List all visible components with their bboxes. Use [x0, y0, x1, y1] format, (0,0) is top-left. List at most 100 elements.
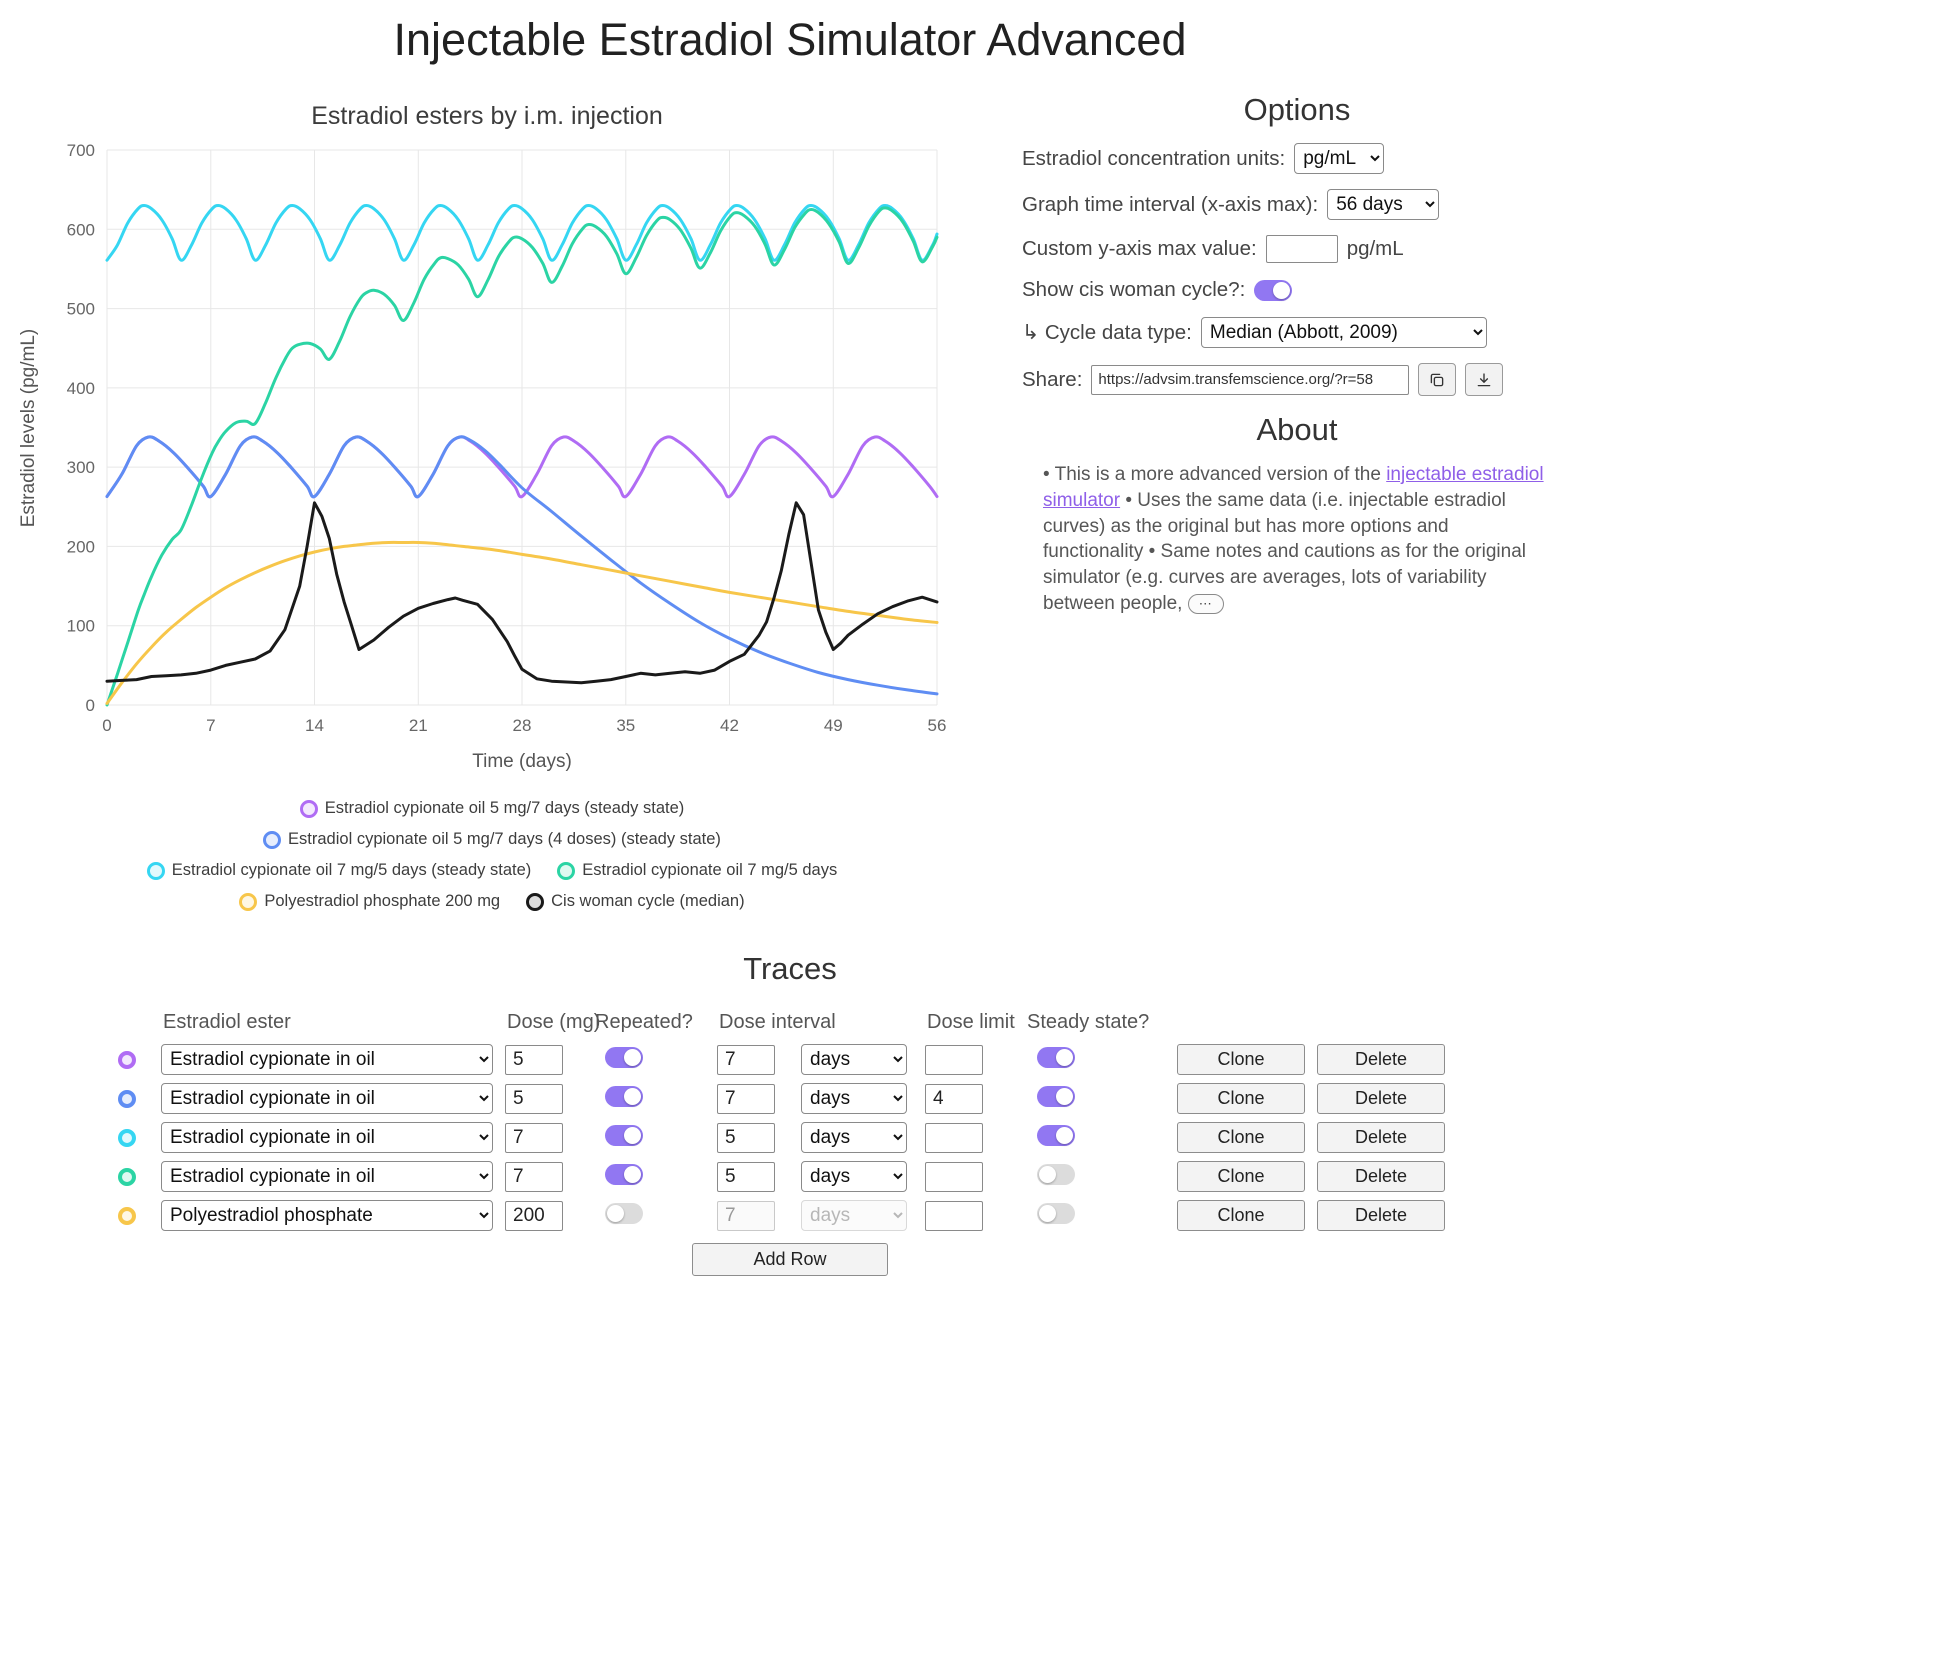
repeated-toggle[interactable] — [605, 1046, 643, 1068]
steady-state-toggle[interactable] — [1037, 1202, 1075, 1224]
interval-unit-select[interactable]: days — [801, 1044, 907, 1075]
legend-item[interactable]: Polyestradiol phosphate 200 mg — [239, 892, 500, 911]
delete-button[interactable]: Delete — [1317, 1200, 1445, 1231]
ymax-input[interactable] — [1265, 235, 1338, 263]
dose-limit-input[interactable] — [925, 1200, 983, 1231]
y-tick-label: 400 — [67, 379, 95, 398]
col-header-interval: Dose interval — [719, 1011, 836, 1033]
about-text: • This is a more advanced version of the… — [1043, 462, 1551, 617]
interval-unit-select[interactable]: days — [801, 1083, 907, 1114]
trace-color-dot — [118, 1050, 136, 1069]
interval-input[interactable] — [717, 1044, 775, 1075]
units-select[interactable]: pg/mL — [1294, 143, 1385, 174]
delete-button[interactable]: Delete — [1317, 1044, 1445, 1075]
y-tick-label: 600 — [67, 220, 95, 239]
repeated-toggle[interactable] — [605, 1202, 643, 1224]
dose-limit-input[interactable] — [925, 1122, 983, 1153]
delete-button[interactable]: Delete — [1317, 1122, 1445, 1153]
legend-item[interactable]: Estradiol cypionate oil 7 mg/5 days — [557, 861, 837, 880]
clone-button[interactable]: Clone — [1177, 1083, 1305, 1114]
toggle-knob — [624, 1087, 641, 1105]
interval-input[interactable] — [717, 1200, 775, 1231]
repeated-toggle[interactable] — [605, 1163, 643, 1185]
option-row-units: Estradiol concentration units: pg/mL — [1022, 143, 1572, 174]
interval-unit-select[interactable]: days — [801, 1122, 907, 1153]
clone-button[interactable]: Clone — [1177, 1200, 1305, 1231]
interval-input[interactable] — [717, 1083, 775, 1114]
trace-color-dot — [118, 1167, 136, 1186]
repeated-toggle[interactable] — [605, 1124, 643, 1146]
chart-title: Estradiol esters by i.m. injection — [311, 102, 663, 130]
cycle-type-label: ↳ Cycle data type: — [1022, 321, 1192, 344]
interval-unit-select[interactable]: days — [801, 1200, 907, 1231]
steady-state-toggle[interactable] — [1037, 1124, 1075, 1146]
clone-button[interactable]: Clone — [1177, 1122, 1305, 1153]
legend-label: Polyestradiol phosphate 200 mg — [264, 892, 501, 910]
expand-about-button[interactable]: ⋯ — [1187, 594, 1224, 615]
trace-row: Estradiol cypionate in oil days Clone De… — [105, 1083, 1580, 1114]
ester-select[interactable]: Estradiol cypionate in oil — [161, 1044, 493, 1075]
simulator-link[interactable]: injectable estradiol simulator — [1043, 464, 1544, 511]
series-line-4 — [105, 540, 939, 705]
option-row-cycle-type: ↳ Cycle data type: Median (Abbott, 2009) — [1022, 317, 1572, 348]
dose-limit-input[interactable] — [925, 1044, 983, 1075]
legend-item[interactable]: Estradiol cypionate oil 7 mg/5 days (ste… — [146, 861, 531, 880]
copy-link-button[interactable] — [1418, 363, 1457, 396]
ester-select[interactable]: Estradiol cypionate in oil — [161, 1083, 493, 1114]
ester-select[interactable]: Estradiol cypionate in oil — [161, 1122, 493, 1153]
traces-panel: Traces Estradiol ester Dose (mg) Repeate… — [0, 951, 1580, 1276]
dose-input[interactable] — [505, 1200, 563, 1231]
ester-select[interactable]: Estradiol cypionate in oil — [161, 1161, 493, 1192]
toggle-knob — [1273, 281, 1291, 299]
trace-row: Estradiol cypionate in oil days Clone De… — [105, 1044, 1580, 1075]
download-button[interactable] — [1465, 363, 1504, 396]
estradiol-chart[interactable]: 0 100 200 300 400 500 600 700 0 7 14 21 28 35 42 49 56 Ti… — [12, 135, 962, 783]
interval-input[interactable] — [717, 1122, 775, 1153]
options-panel: Options Estradiol concentration units: p… — [1012, 76, 1572, 617]
y-tick-label: 700 — [67, 141, 95, 160]
legend-item[interactable]: Cis woman cycle (median) — [526, 892, 745, 911]
share-url-input[interactable] — [1091, 364, 1410, 395]
interval-input[interactable] — [717, 1161, 775, 1192]
legend-item[interactable]: Estradiol cypionate oil 5 mg/7 days (ste… — [299, 799, 684, 818]
dose-input[interactable] — [505, 1083, 563, 1114]
steady-state-toggle[interactable] — [1037, 1085, 1075, 1107]
legend-marker — [299, 799, 318, 818]
legend-marker — [263, 830, 282, 849]
download-icon — [1478, 372, 1491, 386]
interval-unit-select[interactable]: days — [801, 1161, 907, 1192]
delete-button[interactable]: Delete — [1317, 1161, 1445, 1192]
repeated-cell — [593, 1163, 705, 1190]
toggle-knob — [1056, 1126, 1073, 1144]
legend-marker — [239, 892, 258, 911]
delete-button[interactable]: Delete — [1317, 1083, 1445, 1114]
col-header-repeated: Repeated? — [595, 1011, 693, 1033]
interval-cell — [717, 1083, 789, 1114]
cycle-type-select[interactable]: Median (Abbott, 2009) — [1200, 317, 1487, 348]
dose-cell — [505, 1161, 581, 1192]
dose-limit-input[interactable] — [925, 1083, 983, 1114]
dose-limit-input[interactable] — [925, 1161, 983, 1192]
clone-button[interactable]: Clone — [1177, 1161, 1305, 1192]
legend-item[interactable]: Estradiol cypionate oil 5 mg/7 days (4 d… — [263, 830, 721, 849]
dose-input[interactable] — [505, 1122, 563, 1153]
dose-input[interactable] — [505, 1161, 563, 1192]
ester-select[interactable]: Polyestradiol phosphate — [161, 1200, 493, 1231]
y-tick-label: 200 — [67, 537, 95, 556]
col-header-dose: Dose (mg) — [507, 1011, 601, 1033]
cycle-toggle[interactable] — [1254, 279, 1293, 301]
x-tick-label: 0 — [102, 716, 111, 735]
steady-state-toggle[interactable] — [1037, 1046, 1075, 1068]
clone-button[interactable]: Clone — [1177, 1044, 1305, 1075]
repeated-toggle[interactable] — [605, 1085, 643, 1107]
x-tick-label: 21 — [409, 716, 428, 735]
about-heading: About — [1256, 412, 1338, 447]
chart-panel: Estradiol esters by i.m. injection 0 100 2… — [12, 76, 972, 911]
dose-input[interactable] — [505, 1044, 563, 1075]
add-row-button[interactable]: Add Row — [692, 1243, 888, 1276]
time-interval-select[interactable]: 56 days — [1327, 189, 1440, 220]
dose-cell — [505, 1083, 581, 1114]
steady-cell — [1025, 1124, 1165, 1151]
toggle-knob — [1039, 1165, 1056, 1183]
steady-state-toggle[interactable] — [1037, 1163, 1075, 1185]
